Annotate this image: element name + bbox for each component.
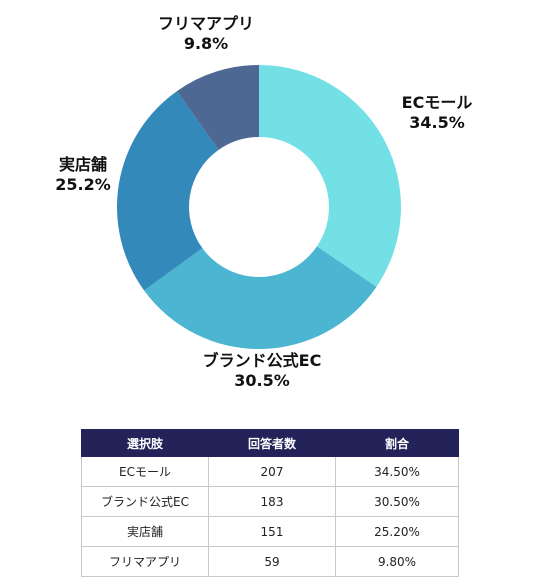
donut-slice [259,65,401,287]
donut-slice [144,246,377,349]
slice-category-label: ブランド公式EC [203,351,322,370]
slice-value-label: 30.5% [234,371,290,390]
slice-value-label: 9.8% [184,34,228,53]
table-row: ブランド公式EC 183 30.50% [81,486,459,517]
table-row: ECモール 207 34.50% [81,456,459,487]
slice-category-label: 実店舗 [59,155,107,174]
slice-category-label: フリマアプリ [158,14,254,33]
cell-respondents: 59 [208,546,336,577]
slice-value-label: 25.2% [55,175,111,194]
donut-slice [117,91,219,291]
cell-respondents: 183 [208,486,336,517]
cell-ratio: 34.50% [335,456,459,487]
cell-choice: フリマアプリ [81,546,209,577]
cell-choice: 実店舗 [81,516,209,547]
table-row: フリマアプリ 59 9.80% [81,546,459,577]
cell-respondents: 207 [208,456,336,487]
cell-choice: ブランド公式EC [81,486,209,517]
header-choice: 選択肢 [81,429,209,457]
slice-category-label: ECモール [402,93,473,112]
table-header-row: 選択肢 回答者数 割合 [81,429,459,457]
cell-ratio: 25.20% [335,516,459,547]
header-ratio: 割合 [335,429,459,457]
slice-value-label: 34.5% [409,113,465,132]
cell-ratio: 30.50% [335,486,459,517]
results-table: 選択肢 回答者数 割合 ECモール 207 34.50% ブランド公式EC 18… [81,429,459,577]
cell-choice: ECモール [81,456,209,487]
header-respondents: 回答者数 [208,429,336,457]
cell-respondents: 151 [208,516,336,547]
table-row: 実店舗 151 25.20% [81,516,459,547]
cell-ratio: 9.80% [335,546,459,577]
donut-slice [176,65,259,150]
